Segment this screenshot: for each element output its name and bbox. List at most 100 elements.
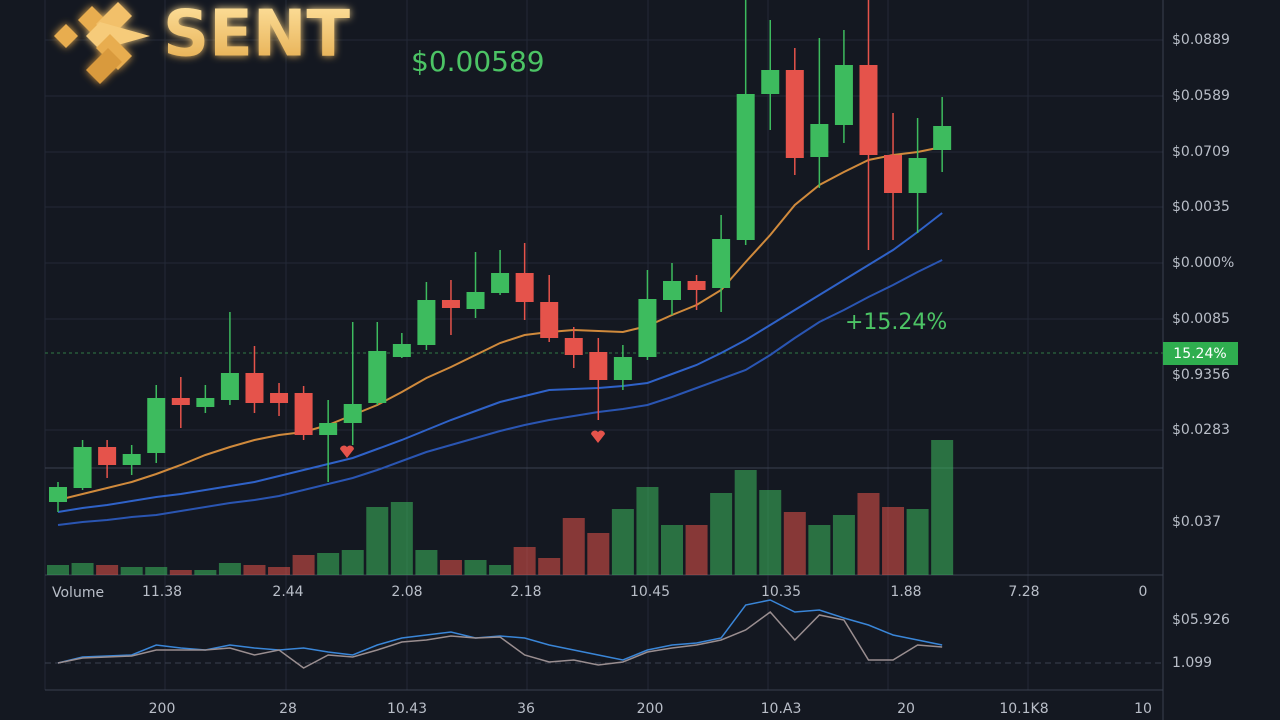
y-axis-label: $0.0589 xyxy=(1172,88,1230,104)
volume-bar xyxy=(832,515,855,575)
line xyxy=(57,146,943,501)
volume-bar xyxy=(47,565,69,575)
volume-bar xyxy=(538,558,561,575)
x-axis-label: 0 xyxy=(1139,584,1148,600)
y-axis-label: $0.9356 xyxy=(1172,367,1230,383)
volume-bar xyxy=(292,555,315,575)
volume-bar xyxy=(931,440,954,575)
candle-body xyxy=(49,487,67,502)
price-tag: 15.24% xyxy=(1173,346,1226,362)
y-axis-label: $0.0709 xyxy=(1172,144,1230,160)
candle-body xyxy=(245,373,264,403)
volume-bar xyxy=(96,565,119,575)
x-axis-label: 10.1K8 xyxy=(999,701,1048,717)
y-axis-label: $0.0889 xyxy=(1172,32,1230,48)
x-axis-label: 10.A3 xyxy=(761,701,802,717)
marker xyxy=(591,430,605,443)
candle-body xyxy=(343,404,362,423)
candle-body xyxy=(417,300,436,345)
candle-body xyxy=(196,398,215,407)
volume-bar xyxy=(562,518,585,575)
volume-bar xyxy=(439,560,462,575)
candle-body xyxy=(368,351,387,403)
y-axis-label: $0.037 xyxy=(1172,514,1221,530)
candle-body xyxy=(613,357,632,380)
volume-bar xyxy=(734,470,757,575)
volume-bar xyxy=(661,525,683,575)
candle-body xyxy=(933,126,952,150)
volume-bar xyxy=(169,570,192,575)
volume-bar xyxy=(71,563,94,575)
line xyxy=(57,610,943,669)
candle-body xyxy=(147,398,166,453)
volume-bar xyxy=(464,560,487,575)
logo-text: SENT xyxy=(163,0,350,72)
y-axis-label: $05.926 xyxy=(1172,612,1230,628)
volume-bar xyxy=(390,502,413,575)
y-axis-label: $0.0085 xyxy=(1172,311,1230,327)
volume-bar xyxy=(611,509,634,575)
candle-body xyxy=(834,65,853,125)
volume-bar xyxy=(415,550,438,575)
candle-body xyxy=(220,373,239,400)
y-axis-label: $0.0283 xyxy=(1172,422,1230,438)
y-axis-label: $0.0035 xyxy=(1172,199,1230,215)
marker xyxy=(340,445,354,458)
volume-bar xyxy=(218,563,241,575)
x-axis-label: 1.88 xyxy=(890,584,921,600)
candle-body xyxy=(98,447,117,465)
price: $0.00589 xyxy=(411,45,545,78)
volume-bar xyxy=(317,553,340,575)
candle-body xyxy=(73,447,92,488)
candle-body xyxy=(712,239,731,288)
volume-bar xyxy=(243,565,266,575)
x-axis-label: 11.38 xyxy=(142,584,182,600)
candle-body xyxy=(908,158,927,193)
candle-body xyxy=(319,423,338,435)
x-axis-label: 36 xyxy=(517,701,535,717)
candle-body xyxy=(270,393,289,403)
candle-body xyxy=(761,70,780,94)
x-axis-label: 20 xyxy=(897,701,915,717)
volume-bar xyxy=(636,487,659,575)
y-axis-label: $0.000% xyxy=(1172,255,1234,271)
logo: SENT xyxy=(54,0,350,84)
candle-body xyxy=(859,65,878,155)
line xyxy=(57,212,943,513)
volume-bar xyxy=(120,567,143,575)
candle-body xyxy=(171,398,190,405)
x-axis-label: 10.43 xyxy=(387,701,427,717)
volume-bar xyxy=(513,547,536,575)
candle-body xyxy=(785,70,804,158)
candle-body xyxy=(589,352,608,380)
volume-bar xyxy=(783,512,806,575)
volume-bar xyxy=(194,570,217,575)
x-axis-label: 7.28 xyxy=(1008,584,1039,600)
candle-body xyxy=(736,94,755,240)
x-axis-label: 10 xyxy=(1134,701,1152,717)
volume-bar xyxy=(808,525,831,575)
plot xyxy=(47,0,954,669)
x-axis-label: 200 xyxy=(149,701,176,717)
x-axis-label: 10.35 xyxy=(761,584,801,600)
volume-bar xyxy=(268,567,291,575)
candle-body xyxy=(540,302,559,338)
volume-bar xyxy=(906,509,929,575)
candle-body xyxy=(564,338,583,355)
volume-bar xyxy=(341,550,364,575)
volume-bar xyxy=(366,507,389,575)
candle-body xyxy=(466,292,485,309)
candle-body xyxy=(392,344,411,357)
candle-body xyxy=(810,124,829,157)
x-axis-label: 2.18 xyxy=(510,584,541,600)
candle-body xyxy=(663,281,681,300)
x-axis-label: 2.08 xyxy=(391,584,422,600)
candle-body xyxy=(638,299,657,357)
volume-bar xyxy=(857,493,880,575)
x-axis-label: 10.45 xyxy=(630,584,670,600)
volume-bar xyxy=(489,565,512,575)
candle-body xyxy=(122,454,141,465)
volume-label: Volume xyxy=(52,585,104,601)
